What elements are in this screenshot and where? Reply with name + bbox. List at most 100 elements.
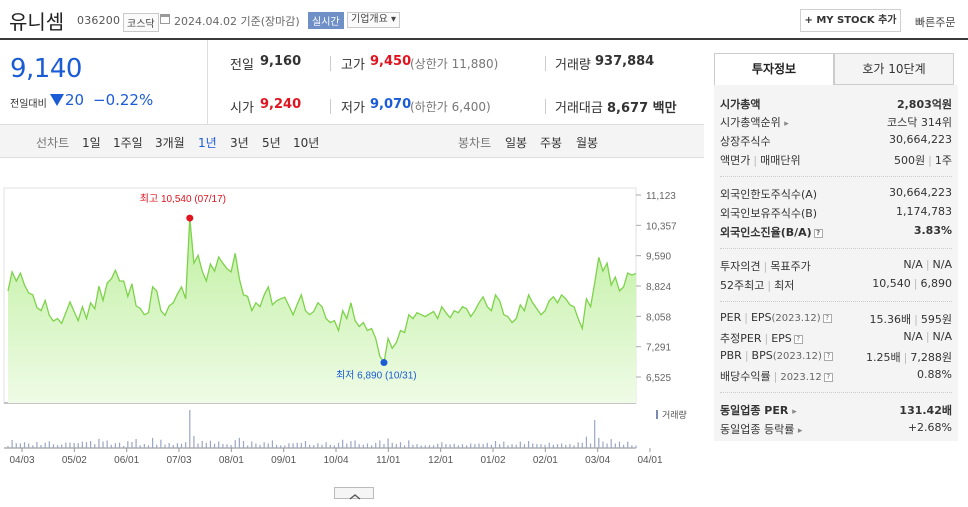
period-5y[interactable]: 5년 (262, 136, 281, 150)
divider (545, 99, 546, 114)
y-tick-label: 7,291 (646, 343, 671, 354)
volume-bar (98, 438, 100, 448)
x-tick-label: 02/01 (533, 455, 558, 466)
volume-bar (209, 440, 212, 448)
volume-bar (325, 442, 327, 448)
volume-bar (437, 443, 439, 448)
volume-bar (614, 443, 616, 448)
divider (720, 248, 952, 249)
realtime-badge[interactable]: 실시간 (308, 12, 344, 29)
help-icon[interactable]: ? (813, 229, 823, 238)
volume-bar (503, 441, 505, 448)
tab-orderbook[interactable]: 호가 10단계 (834, 53, 954, 85)
industry-rate-row[interactable]: 동일업종 등락률 ▸ +2.68% (720, 421, 952, 439)
tab-investment-info[interactable]: 투자정보 (714, 53, 834, 85)
chart-period-bar: 선차트 1일 1주일 3개월 1년 3년 5년 10년 봉차트 일봉 주봉 월봉 (0, 125, 704, 158)
divider (330, 56, 331, 71)
price-chart: 11,123 10,357 9,590 8,824 8,058 7,291 6,525 04… (3, 187, 687, 466)
help-icon[interactable]: ? (822, 314, 832, 323)
volume-bar (391, 442, 393, 448)
volume-bar (540, 444, 542, 448)
industry-per-row[interactable]: 동일업종 PER ▸ 131.42배 (720, 402, 952, 420)
divider (545, 56, 546, 71)
volume-bar (127, 441, 129, 448)
opinion-value: N/A (903, 258, 923, 271)
volume-bar (523, 444, 526, 448)
volume-bar (280, 445, 282, 448)
volume-bar (573, 445, 575, 448)
candle-monthly[interactable]: 월봉 (576, 136, 599, 150)
volume-bar (226, 444, 228, 448)
divider (720, 301, 952, 302)
volume-bar (329, 444, 331, 448)
est-per-value: N/A (903, 330, 923, 343)
candle-weekly[interactable]: 주봉 (540, 136, 563, 150)
help-icon[interactable]: ? (823, 352, 833, 361)
volume-bar (581, 442, 583, 448)
foreign-limit-row: 외국인한도주식수(A) 30,664,223 (720, 186, 952, 204)
stock-header: 유니셈 036200 코스닥 2024.04.02 기준(장마감) 실시간 기업… (0, 0, 968, 40)
volume-bar (424, 445, 426, 448)
w52-low-value: 6,890 (920, 277, 953, 290)
volume-bar (172, 445, 174, 448)
volume-bar (544, 444, 546, 448)
industry-per-label: 동일업종 PER (720, 404, 789, 417)
volume-bar (69, 442, 71, 448)
period-1w[interactable]: 1주일 (113, 136, 143, 150)
period-1d[interactable]: 1일 (82, 136, 101, 150)
volume-bar (180, 443, 183, 448)
high-annotation: 최고 10,540 (07/17) (140, 193, 226, 205)
fast-order-link[interactable]: 빠른주문 (915, 16, 956, 29)
high-label: 고가 (341, 58, 365, 73)
opinion-label: 투자의견 (720, 260, 761, 273)
foreign-limit-value: 30,664,223 (889, 186, 952, 199)
market-cap-rank-row[interactable]: 시가총액순위 ▸ 코스닥 314위 (720, 114, 952, 132)
period-3m[interactable]: 3개월 (155, 136, 185, 150)
amount-label: 거래대금 (555, 101, 603, 116)
market-cap-rank-label: 시가총액순위 (720, 116, 781, 129)
help-icon[interactable]: ? (823, 373, 833, 382)
period-1y[interactable]: 1년 (198, 136, 217, 150)
volume-bar (561, 443, 563, 448)
volume-bar (333, 445, 335, 448)
volume-bar (267, 443, 269, 448)
market-badge: 코스닥 (123, 13, 159, 32)
volume-bar (313, 445, 315, 448)
foreign-hold-label: 외국인보유주식수(B) (720, 207, 818, 220)
w52-row: 52주최고 | 최저 10,540 | 6,890 (720, 277, 953, 292)
chart-toggle-button[interactable] (334, 487, 374, 500)
volume-bar (114, 443, 117, 448)
volume-bar (399, 442, 402, 448)
volume-bar (420, 445, 422, 448)
volume-bar (189, 410, 191, 448)
period-10y[interactable]: 10년 (293, 136, 320, 150)
volume-bar (490, 444, 492, 448)
volume-bar (309, 444, 311, 448)
y-tick-label: 11,123 (646, 191, 676, 202)
volume-bar (466, 445, 468, 448)
volume-bar (486, 442, 488, 448)
volume-legend-swatch (656, 410, 658, 419)
volume-bar (296, 442, 298, 448)
change-percent: −0.22% (93, 91, 154, 109)
volume-bar (350, 441, 352, 448)
industry-per-value: 131.42배 (899, 404, 952, 417)
volume-bar (631, 445, 633, 448)
par-unit-row: 액면가 | 매매단위 500원 | 1주 (720, 154, 952, 167)
volume-bar (61, 444, 63, 448)
price-summary: 9,140 전일대비 20 −0.22% 전일 9,160 고가 9,450 (… (0, 40, 704, 125)
help-icon[interactable]: ? (793, 335, 803, 344)
info-table: 시가총액 2,803억원 시가총액순위 ▸ 코스닥 314위 상장주식수 30,… (714, 85, 958, 441)
period-3y[interactable]: 3년 (230, 136, 249, 150)
foreign-ratio-row: 외국인소진율(B/A)? 3.83% (720, 224, 952, 242)
volume-bar (271, 440, 274, 448)
volume-bar (156, 444, 158, 448)
candle-daily[interactable]: 일봉 (505, 136, 528, 150)
shares-value: 30,664,223 (889, 133, 952, 146)
est-eps-value: N/A (932, 330, 952, 343)
company-overview-dropdown[interactable]: 기업개요 ▾ (347, 12, 400, 28)
volume-bar (234, 440, 236, 448)
add-mystock-button[interactable]: + MY STOCK 추가 (800, 9, 901, 32)
volume-bar (135, 439, 137, 448)
volume-bar (238, 437, 240, 448)
